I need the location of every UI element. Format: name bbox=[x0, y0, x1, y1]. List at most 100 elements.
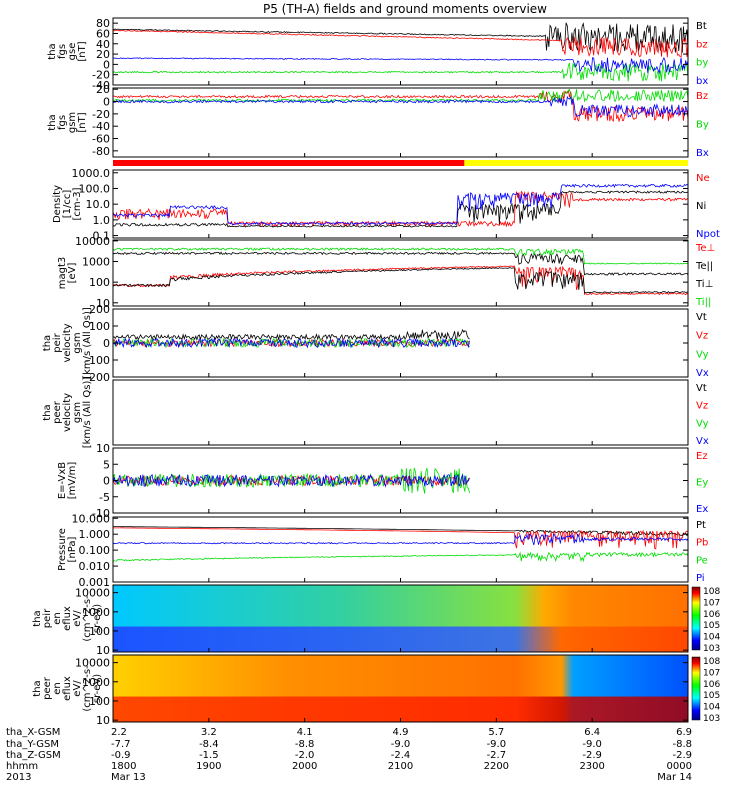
ylabel: peir bbox=[52, 332, 63, 352]
series-line-Vt bbox=[112, 328, 470, 341]
panel-frame bbox=[112, 239, 689, 307]
colorbar bbox=[691, 586, 701, 651]
ylabel: E=-VxB bbox=[57, 462, 68, 499]
legend-Ti||: Ti|| bbox=[695, 297, 711, 308]
ytick-label: -100 bbox=[85, 354, 110, 367]
ytick-label: 10 bbox=[96, 297, 110, 310]
xtick-label: -2.4 bbox=[391, 750, 411, 761]
xtick-label: 2100 bbox=[388, 761, 413, 772]
xaxis-row-label: tha_X-GSM bbox=[6, 727, 60, 738]
legend-Ni: Ni bbox=[696, 201, 706, 212]
series-line-Npot bbox=[112, 183, 689, 226]
ylabel: [km/s (All Qs)] bbox=[82, 307, 93, 379]
series-line-Pt bbox=[113, 526, 689, 537]
colorbar-label: 104 bbox=[703, 633, 720, 643]
series-line-By bbox=[112, 88, 689, 103]
xtick-label: -9.0 bbox=[487, 739, 507, 750]
legend-Ne: Ne bbox=[696, 173, 710, 184]
xtick-label: -2.9 bbox=[582, 750, 602, 761]
ytick-label: -60 bbox=[92, 133, 110, 146]
xtick-label: -8.8 bbox=[295, 739, 315, 750]
ylabel: [1/cc] bbox=[62, 190, 73, 219]
colorbar-label: 105 bbox=[703, 621, 720, 631]
ytick-label: 60 bbox=[96, 27, 110, 40]
ylabel: velocity bbox=[62, 323, 73, 362]
ylabel: sr-eV) bbox=[92, 674, 103, 703]
series-line-by bbox=[112, 61, 689, 82]
xaxis-row-label: tha_Y-GSM bbox=[6, 739, 59, 750]
legend-bx: bx bbox=[696, 76, 708, 87]
xtick-label: Mar 13 bbox=[111, 772, 146, 783]
series-line-Vx bbox=[112, 337, 470, 349]
ytick-label: -40 bbox=[92, 120, 110, 133]
legend-Vz: Vz bbox=[696, 331, 708, 342]
series-line-Pb bbox=[113, 527, 689, 550]
xtick-label: 1900 bbox=[196, 761, 221, 772]
ylabel: [nT] bbox=[77, 112, 88, 132]
ytick-label: 0.001 bbox=[79, 576, 111, 589]
legend-Vx: Vx bbox=[696, 436, 709, 447]
panel-temp: Te⊥ Te|| Ti⊥ Ti|| 10000 1000 100 10 magt3 [eV] bbox=[57, 235, 715, 310]
ytick-label: 1000 bbox=[82, 676, 110, 689]
ytick-label: -40 bbox=[92, 79, 110, 92]
series-line-bz bbox=[112, 29, 689, 58]
ylabel: peer bbox=[52, 400, 63, 424]
series-line-Ne bbox=[112, 190, 689, 228]
xtick-label: 4.9 bbox=[393, 727, 409, 738]
panel-peer-vel: Vt Vz Vy Vx tha peer velocity gsm [km/s (All Qs)… bbox=[42, 377, 709, 449]
ytick-label: 0 bbox=[103, 96, 110, 109]
status-bar-red bbox=[113, 160, 465, 166]
ytick-label: 0.1 bbox=[93, 230, 111, 243]
ylabel: sr-eV) bbox=[92, 604, 103, 633]
ytick-label: 0 bbox=[103, 337, 110, 350]
xtick-label: -1.5 bbox=[199, 750, 219, 761]
series-line-Ti⊥ bbox=[112, 251, 689, 276]
ylabel: en bbox=[52, 682, 63, 695]
ytick-label: 10 bbox=[96, 644, 110, 657]
spectrogram-low-band bbox=[113, 696, 688, 722]
colorbar-label: 107 bbox=[703, 668, 720, 678]
ytick-label: 100 bbox=[89, 695, 110, 708]
colorbar-label: 104 bbox=[703, 703, 720, 713]
ytick-label: 10 bbox=[96, 442, 110, 455]
ylabel: tha bbox=[42, 404, 53, 420]
colorbar-label: 106 bbox=[703, 610, 720, 620]
series-line-bx bbox=[112, 56, 689, 75]
ytick-label: 0 bbox=[103, 58, 110, 71]
ytick-label: 10.0 bbox=[86, 198, 111, 211]
ylabel: [mV/m] bbox=[67, 462, 78, 500]
panel-fgs-gsm: Bz By Bx 200-20-40-60-80 tha fgs gsm [nT] bbox=[47, 83, 709, 159]
legend-Vy: Vy bbox=[696, 418, 709, 429]
legend-Vt: Vt bbox=[696, 383, 707, 394]
panel-density: Ne Ni Npot 1000.0 100.0 10.0 1.0 0.1 Density [1/c… bbox=[52, 167, 720, 243]
ytick-label: 10000 bbox=[75, 657, 110, 670]
xtick-label: -7.7 bbox=[111, 739, 131, 750]
ytick-label: -200 bbox=[85, 371, 110, 384]
panel-peir-vel: Vt Vz Vy Vx 200 100 0 -100 -200 tha peir velocity gs… bbox=[42, 303, 709, 384]
status-bar-yellow bbox=[464, 160, 688, 166]
ytick-label: 1000 bbox=[82, 256, 110, 269]
ytick-label: 5 bbox=[103, 458, 110, 471]
panel-frame bbox=[112, 516, 689, 583]
ylabel: gsm bbox=[72, 402, 83, 423]
ytick-label: 0.010 bbox=[79, 560, 111, 573]
colorbar-label: 106 bbox=[703, 680, 720, 690]
ylabel: gsm bbox=[67, 112, 78, 133]
xtick-label: -0.9 bbox=[111, 750, 131, 761]
ylabel: tha bbox=[32, 610, 43, 626]
xtick-label: -9.0 bbox=[391, 739, 411, 750]
ylabel: eflux bbox=[62, 606, 73, 631]
panel-pressure: Pt Pb Pe Pi 10.000 1.000 0.100 0.010 0.001 Pressu… bbox=[57, 512, 708, 589]
legend-Bx: Bx bbox=[696, 148, 709, 159]
panel-frame bbox=[112, 17, 689, 86]
xtick-label: 2.2 bbox=[111, 727, 127, 738]
ytick-label: 10000 bbox=[75, 235, 110, 248]
ylabel: eV/ bbox=[72, 680, 83, 697]
ytick-label: 10.000 bbox=[72, 512, 111, 525]
ylabel: gsm bbox=[72, 332, 83, 353]
xaxis-row-label: hhmm bbox=[6, 761, 38, 772]
legend-By: By bbox=[696, 120, 709, 131]
